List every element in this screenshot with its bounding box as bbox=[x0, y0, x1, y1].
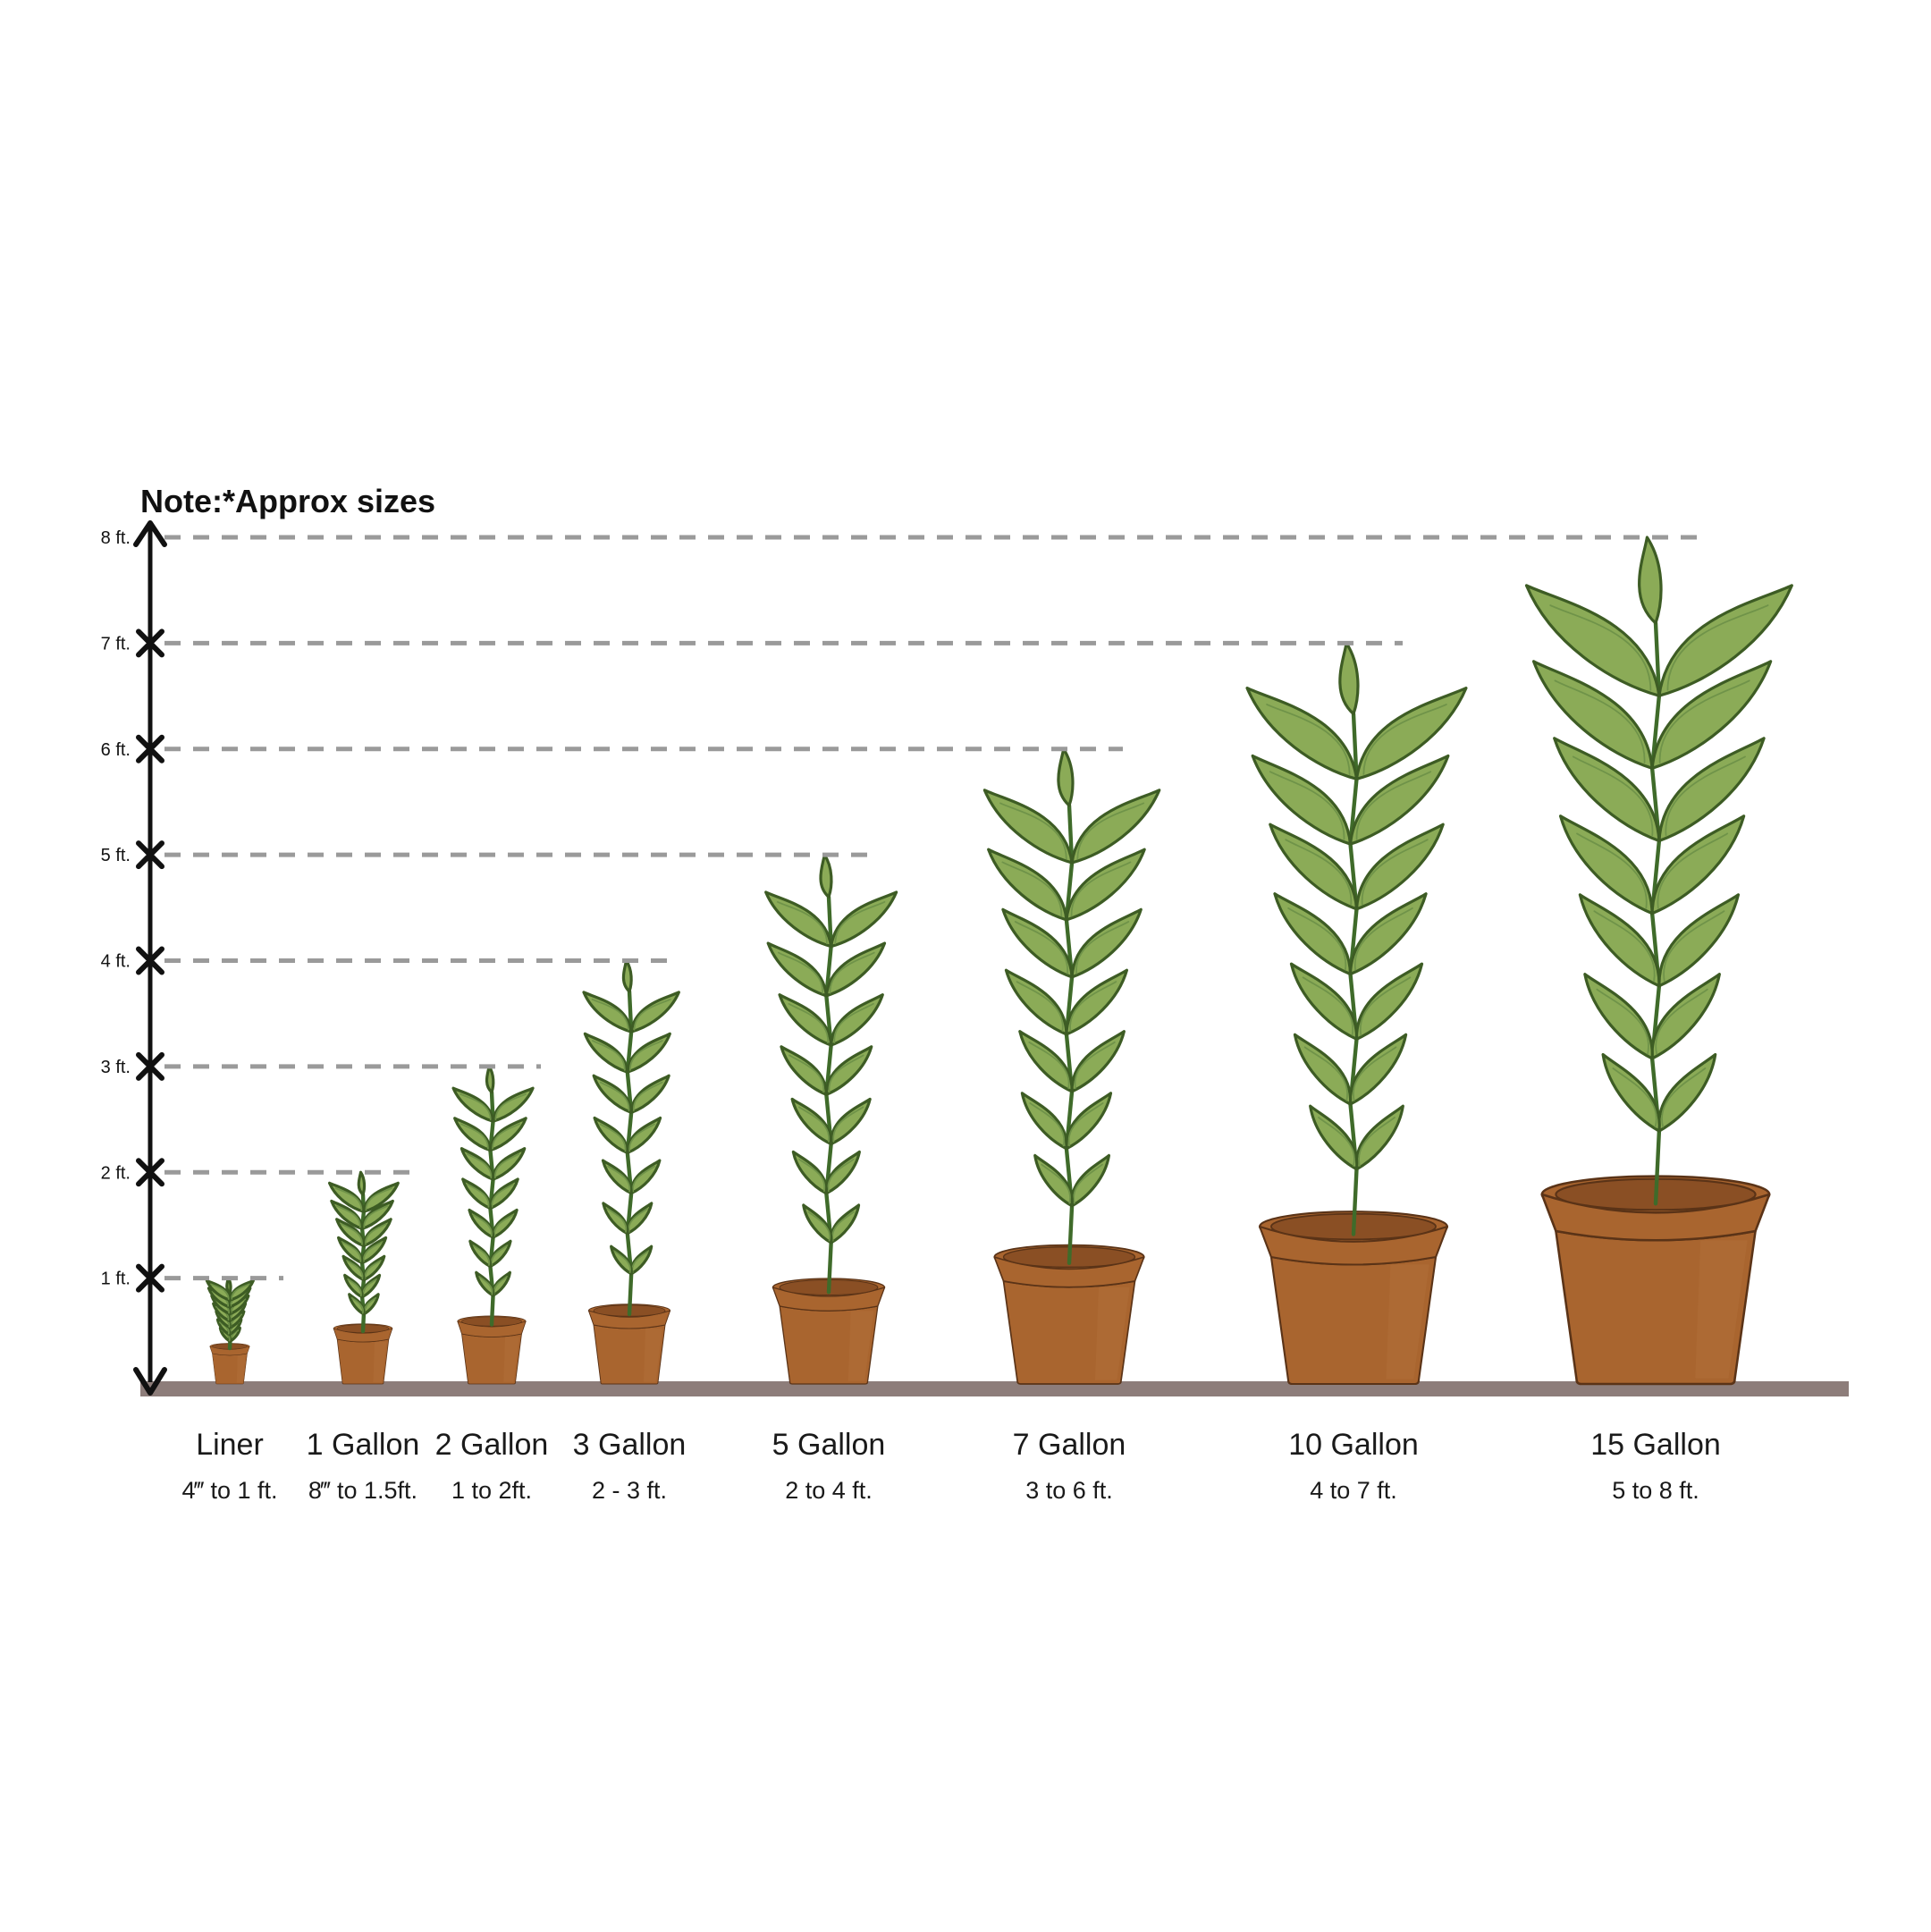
svg-text:8 ft.: 8 ft. bbox=[101, 528, 131, 548]
svg-text:7 ft.: 7 ft. bbox=[101, 634, 131, 654]
svg-text:1 ft.: 1 ft. bbox=[101, 1270, 131, 1289]
svg-text:5 ft.: 5 ft. bbox=[101, 846, 131, 865]
svg-text:3 ft.: 3 ft. bbox=[101, 1058, 131, 1077]
svg-text:2 ft.: 2 ft. bbox=[101, 1163, 131, 1183]
svg-text:4 ft.: 4 ft. bbox=[101, 952, 131, 972]
svg-text:6 ft.: 6 ft. bbox=[101, 740, 131, 760]
